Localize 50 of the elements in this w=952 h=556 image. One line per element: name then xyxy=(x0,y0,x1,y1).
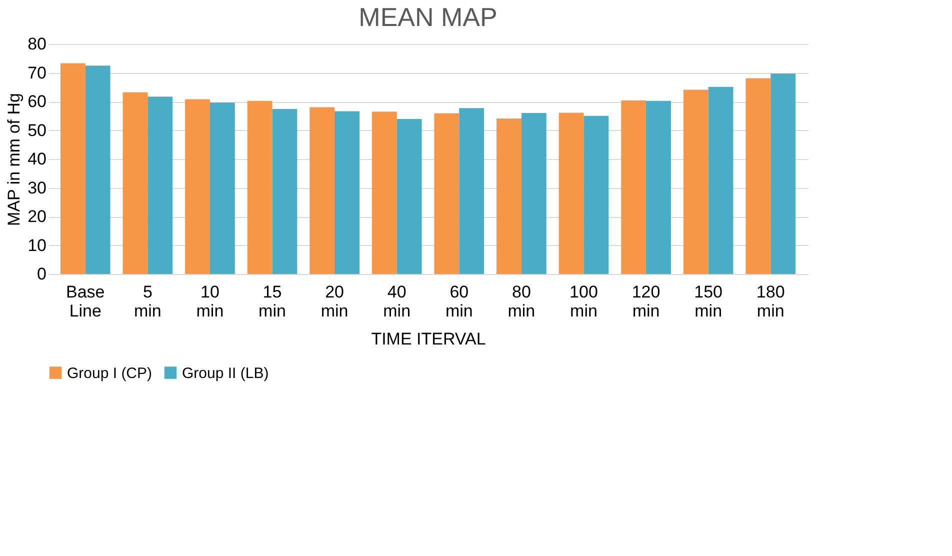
y-tick-label: 0 xyxy=(37,264,46,284)
y-tick-label: 40 xyxy=(28,150,46,168)
bar xyxy=(122,92,148,274)
y-tick-label: 80 xyxy=(28,34,46,54)
bar xyxy=(521,113,546,274)
chart-title: MEAN MAP xyxy=(358,2,498,32)
x-tick-label: 40 min xyxy=(383,282,411,320)
x-tick-label: Base Line xyxy=(66,282,105,320)
y-tick-label: 20 xyxy=(28,207,46,226)
y-tick-label: 10 xyxy=(28,236,46,255)
bar xyxy=(247,100,272,274)
x-tick-label: 100 min xyxy=(570,282,598,320)
bar xyxy=(746,78,771,274)
y-axis-title: MAP in mm of Hg xyxy=(4,93,24,226)
x-tick-label: 150 min xyxy=(694,282,723,320)
bar xyxy=(558,112,584,274)
bar xyxy=(334,111,360,274)
y-tick-label: 60 xyxy=(28,92,46,111)
bar xyxy=(459,108,484,274)
x-tick-label: 120 min xyxy=(632,282,660,320)
bar xyxy=(646,100,671,274)
y-tick-label: 70 xyxy=(28,63,46,82)
y-tick-label: 50 xyxy=(28,120,46,140)
x-axis-title: TIME ITERVAL xyxy=(371,330,486,348)
bar xyxy=(683,90,708,274)
bar xyxy=(770,74,796,274)
x-tick-label: 180 min xyxy=(756,282,785,320)
bar xyxy=(185,99,210,274)
bar xyxy=(396,119,422,274)
x-tick-label: 10 min xyxy=(196,282,224,320)
bar xyxy=(60,63,86,274)
bar xyxy=(210,102,235,274)
bar xyxy=(434,113,460,274)
bar xyxy=(584,116,609,274)
bar xyxy=(272,108,298,274)
bar xyxy=(310,107,335,274)
bar xyxy=(372,112,397,274)
x-tick-label: 20 min xyxy=(320,282,348,320)
x-tick-label: 80 min xyxy=(508,282,536,320)
y-tick-label: 30 xyxy=(28,178,46,198)
bar xyxy=(708,86,734,274)
bar xyxy=(148,96,173,274)
legend-label: Group I (CP) xyxy=(67,364,152,382)
bar xyxy=(621,100,646,274)
bar xyxy=(85,66,110,274)
x-tick-label: 60 min xyxy=(445,282,473,320)
bar xyxy=(496,118,522,274)
x-tick-label: 5 min xyxy=(134,282,162,320)
legend-label: Group II (LB) xyxy=(182,364,269,382)
x-tick-label: 15 min xyxy=(258,282,286,320)
